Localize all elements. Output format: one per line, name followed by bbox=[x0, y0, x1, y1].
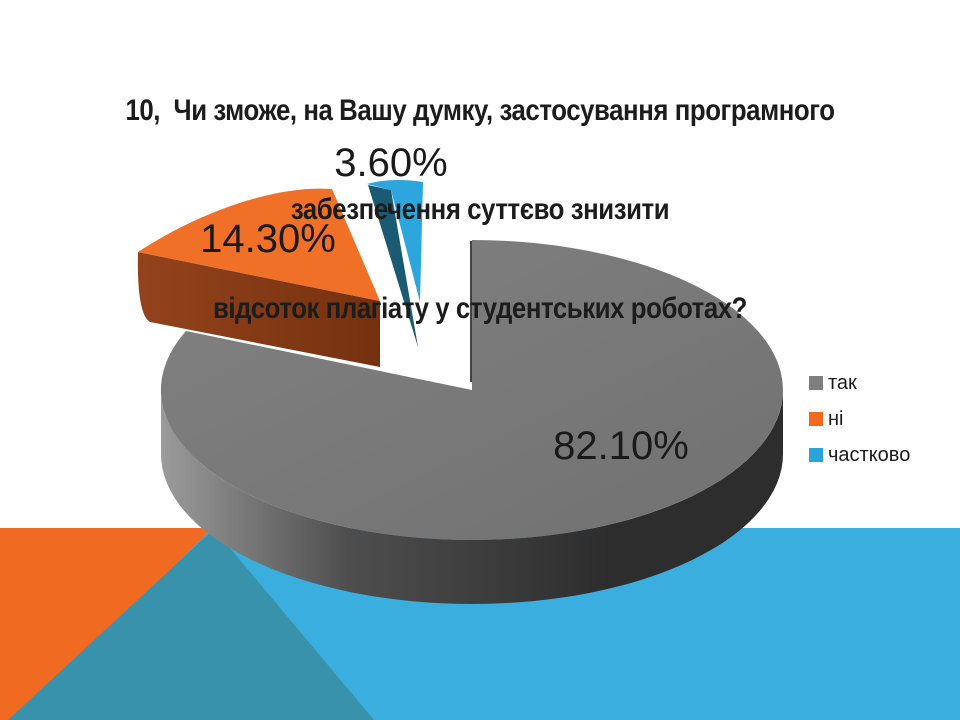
pie-slice-tak-side bbox=[161, 390, 783, 604]
pie-slice-tak-top bbox=[160, 240, 783, 540]
data-label-chastkovo: 3.60% bbox=[334, 141, 447, 185]
legend-item-ni: ні bbox=[809, 407, 910, 430]
legend-label-tak: так bbox=[828, 371, 857, 394]
legend-item-chastkovo: частково bbox=[809, 443, 911, 466]
background-triangle-teal bbox=[8, 529, 374, 720]
chart-title-line-2: забезпечення суттєво знизити bbox=[290, 193, 670, 226]
legend-item-tak: так bbox=[809, 371, 910, 394]
data-label-ni: 14.30% bbox=[200, 217, 336, 261]
pie-slice-chastkovo-top bbox=[367, 179, 423, 302]
pie-slice-ni-top bbox=[138, 188, 380, 301]
legend-label-ni: ні bbox=[828, 407, 844, 430]
pie-slice-ni-side bbox=[137, 252, 380, 367]
legend-swatch-chastkovo bbox=[809, 448, 823, 462]
legend-label-chastkovo: частково bbox=[828, 443, 911, 466]
legend-swatch-ni bbox=[809, 412, 823, 426]
pie-slice-chastkovo-side bbox=[368, 185, 418, 347]
chart-title-line-3: відсоток плагіату у студентських роботах… bbox=[212, 292, 748, 325]
chart-title: 10, Чи зможе, на Вашу думку, застосуванн… bbox=[67, 28, 893, 391]
chart-title-line-1: 10, Чи зможе, на Вашу думку, застосуванн… bbox=[125, 94, 835, 127]
chart-legend: так ні частково bbox=[809, 371, 911, 481]
background-shape-orange bbox=[0, 528, 213, 720]
data-label-tak: 82.10% bbox=[553, 424, 689, 468]
legend-swatch-tak bbox=[809, 376, 823, 390]
